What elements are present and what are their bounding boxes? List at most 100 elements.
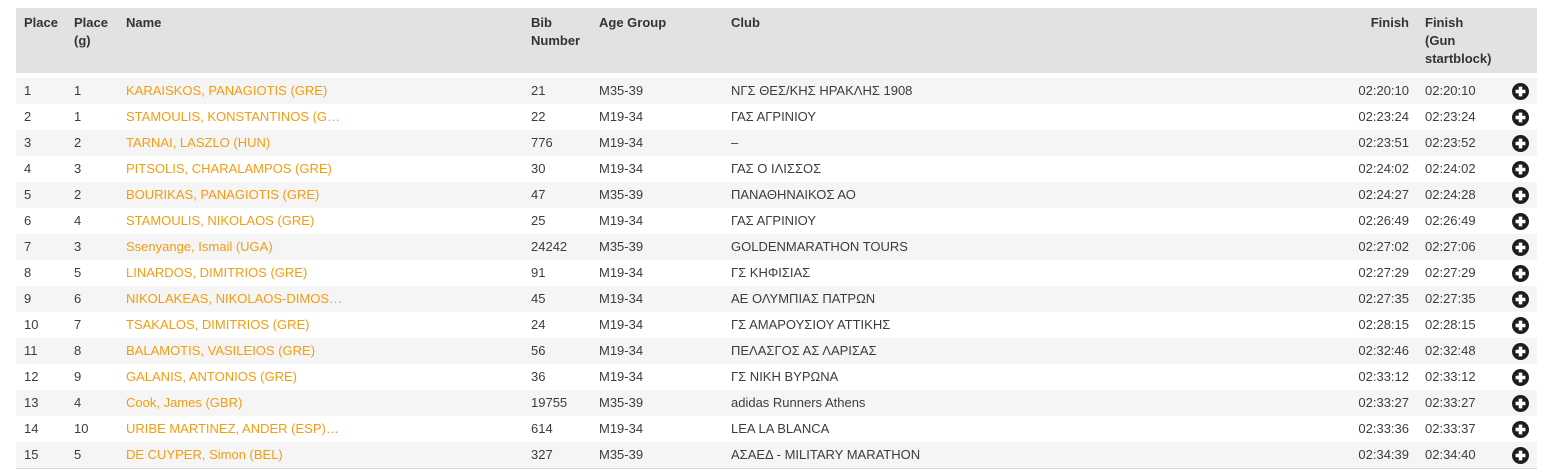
finish-gun-time-cell: 02:20:10: [1425, 83, 1476, 98]
age-group-cell: M35-39: [599, 395, 644, 410]
athlete-name-link[interactable]: LINARDOS, DIMITRIOS (GRE): [126, 265, 308, 280]
place-cell: 15: [24, 447, 39, 462]
finish-gun-time-cell: 02:27:06: [1425, 239, 1476, 254]
expand-row-cell: [1503, 104, 1537, 130]
result-row: 11 8 BALAMOTIS, VASILEIOS (GRE) 56 M19-34 ΠΕΛ…: [16, 338, 1537, 364]
place-gender-cell: 4: [74, 395, 82, 410]
expand-row-cell: [1503, 286, 1537, 312]
finish-time-cell: 02:33:27: [1358, 395, 1409, 410]
finish-time-cell: 02:27:02: [1358, 239, 1409, 254]
age-group-cell: M19-34: [599, 265, 644, 280]
athlete-name-link[interactable]: URIBE MARTINEZ, ANDER (ESP)…: [126, 421, 339, 436]
expand-row-plus-icon[interactable]: [1511, 447, 1529, 465]
result-row: 4 3 PITSOLIS, CHARALAMPOS (GRE) 30 M19-34 ΓΑΣ…: [16, 156, 1537, 182]
club-cell: –: [731, 135, 739, 150]
club-cell: GOLDENMARATHON TOURS: [731, 239, 908, 254]
athlete-name-link[interactable]: DE CUYPER, Simon (BEL): [126, 447, 283, 462]
finish-gun-time-cell: 02:28:15: [1425, 317, 1476, 332]
age-group-cell: M19-34: [599, 291, 644, 306]
club-cell: ΓΣ ΑΜΑΡΟΥΣΙΟΥ ΑΤΤΙΚΗΣ: [731, 317, 891, 332]
expand-row-plus-icon[interactable]: [1511, 239, 1529, 257]
bib-number-cell: 56: [531, 343, 546, 358]
expand-row-cell: [1503, 364, 1537, 390]
finish-time-cell: 02:24:27: [1358, 187, 1409, 202]
bib-number-cell: 47: [531, 187, 546, 202]
athlete-name-link[interactable]: NIKOLAKEAS, NIKOLAOS-DIMOS…: [126, 291, 342, 306]
expand-row-plus-icon[interactable]: [1511, 421, 1529, 439]
athlete-name-link[interactable]: STAMOULIS, KONSTANTINOS (G…: [126, 109, 341, 124]
finish-time-cell: 02:24:02: [1358, 161, 1409, 176]
athlete-name-link[interactable]: BALAMOTIS, VASILEIOS (GRE): [126, 343, 316, 358]
athlete-name-link[interactable]: STAMOULIS, NIKOLAOS (GRE): [126, 213, 315, 228]
expand-row-cell: [1503, 156, 1537, 182]
expand-row-plus-icon[interactable]: [1511, 109, 1529, 127]
place-gender-cell: 1: [74, 83, 82, 98]
club-cell: ΓΣ ΝΙΚΗ ΒΥΡΩΝΑ: [731, 369, 839, 384]
finish-gun-time-cell: 02:33:12: [1425, 369, 1476, 384]
place-cell: 1: [24, 83, 32, 98]
club-cell: ΓΣ ΚΗΦΙΣΙΑΣ: [731, 265, 811, 280]
finish-time-cell: 02:33:36: [1358, 421, 1409, 436]
age-group-cell: M35-39: [599, 187, 644, 202]
expand-row-plus-icon[interactable]: [1511, 265, 1529, 283]
place-gender-cell: 1: [74, 109, 82, 124]
athlete-name-link[interactable]: TSAKALOS, DIMITRIOS (GRE): [126, 317, 310, 332]
column-header-place-g: Place (g): [66, 8, 118, 78]
expand-row-plus-icon[interactable]: [1511, 135, 1529, 153]
finish-gun-time-cell: 02:27:29: [1425, 265, 1476, 280]
expand-row-plus-icon[interactable]: [1511, 187, 1529, 205]
athlete-name-link[interactable]: KARAISKOS, PANAGIOTIS (GRE): [126, 83, 328, 98]
header-row: Place Place (g) Name Bib Number Age Group Clu…: [16, 8, 1537, 78]
expand-row-cell: [1503, 234, 1537, 260]
expand-row-cell: [1503, 182, 1537, 208]
column-header-age-group: Age Group: [591, 8, 723, 78]
column-header-expand: [1503, 8, 1537, 78]
club-cell: ΝΓΣ ΘΕΣ/ΚΗΣ ΗΡΑΚΛΗΣ 1908: [731, 83, 913, 98]
club-cell: adidas Runners Athens: [731, 395, 866, 410]
place-gender-cell: 9: [74, 369, 82, 384]
result-row: 13 4 Cook, James (GBR) 19755 M35-39 adidas Ru…: [16, 390, 1537, 416]
place-cell: 2: [24, 109, 32, 124]
finish-time-cell: 02:26:49: [1358, 213, 1409, 228]
bib-number-cell: 24242: [531, 239, 568, 254]
column-header-finish: Finish: [1251, 8, 1417, 78]
table-header: Place Place (g) Name Bib Number Age Group Clu…: [16, 8, 1537, 78]
result-row: 14 10 URIBE MARTINEZ, ANDER (ESP)… 614 M19-3…: [16, 416, 1537, 442]
expand-row-cell: [1503, 442, 1537, 469]
athlete-name-link[interactable]: Cook, James (GBR): [126, 395, 243, 410]
club-cell: ΓΑΣ ΑΓΡΙΝΙΟΥ: [731, 213, 817, 228]
finish-gun-time-cell: 02:32:48: [1425, 343, 1476, 358]
expand-row-plus-icon[interactable]: [1511, 83, 1529, 101]
club-cell: ΠΑΝΑΘΗΝΑΙΚΟΣ ΑΟ: [731, 187, 856, 202]
expand-row-plus-icon[interactable]: [1511, 343, 1529, 361]
athlete-name-link[interactable]: Ssenyange, Ismail (UGA): [126, 239, 273, 254]
expand-row-cell: [1503, 416, 1537, 442]
place-cell: 4: [24, 161, 32, 176]
expand-row-plus-icon[interactable]: [1511, 317, 1529, 335]
result-row: 7 3 Ssenyange, Ismail (UGA) 24242 M35-39 GOLD…: [16, 234, 1537, 260]
place-gender-cell: 5: [74, 265, 82, 280]
club-cell: ΑΕ ΟΛΥΜΠΙΑΣ ΠΑΤΡΩΝ: [731, 291, 876, 306]
athlete-name-link[interactable]: BOURIKAS, PANAGIOTIS (GRE): [126, 187, 320, 202]
athlete-name-link[interactable]: TARNAI, LASZLO (HUN): [126, 135, 271, 150]
place-gender-cell: 6: [74, 291, 82, 306]
athlete-name-link[interactable]: PITSOLIS, CHARALAMPOS (GRE): [126, 161, 332, 176]
place-gender-cell: 4: [74, 213, 82, 228]
finish-time-cell: 02:28:15: [1358, 317, 1409, 332]
expand-row-cell: [1503, 390, 1537, 416]
expand-row-plus-icon[interactable]: [1511, 395, 1529, 413]
expand-row-cell: [1503, 260, 1537, 286]
place-gender-cell: 8: [74, 343, 82, 358]
finish-time-cell: 02:20:10: [1358, 83, 1409, 98]
place-cell: 5: [24, 187, 32, 202]
expand-row-plus-icon[interactable]: [1511, 161, 1529, 179]
column-header-bib: Bib Number: [523, 8, 591, 78]
finish-time-cell: 02:23:24: [1358, 109, 1409, 124]
expand-row-cell: [1503, 130, 1537, 156]
expand-row-plus-icon[interactable]: [1511, 213, 1529, 231]
expand-row-plus-icon[interactable]: [1511, 369, 1529, 387]
results-table: Place Place (g) Name Bib Number Age Group Clu…: [16, 8, 1537, 469]
athlete-name-link[interactable]: GALANIS, ANTONIOS (GRE): [126, 369, 297, 384]
expand-row-plus-icon[interactable]: [1511, 291, 1529, 309]
age-group-cell: M19-34: [599, 135, 644, 150]
